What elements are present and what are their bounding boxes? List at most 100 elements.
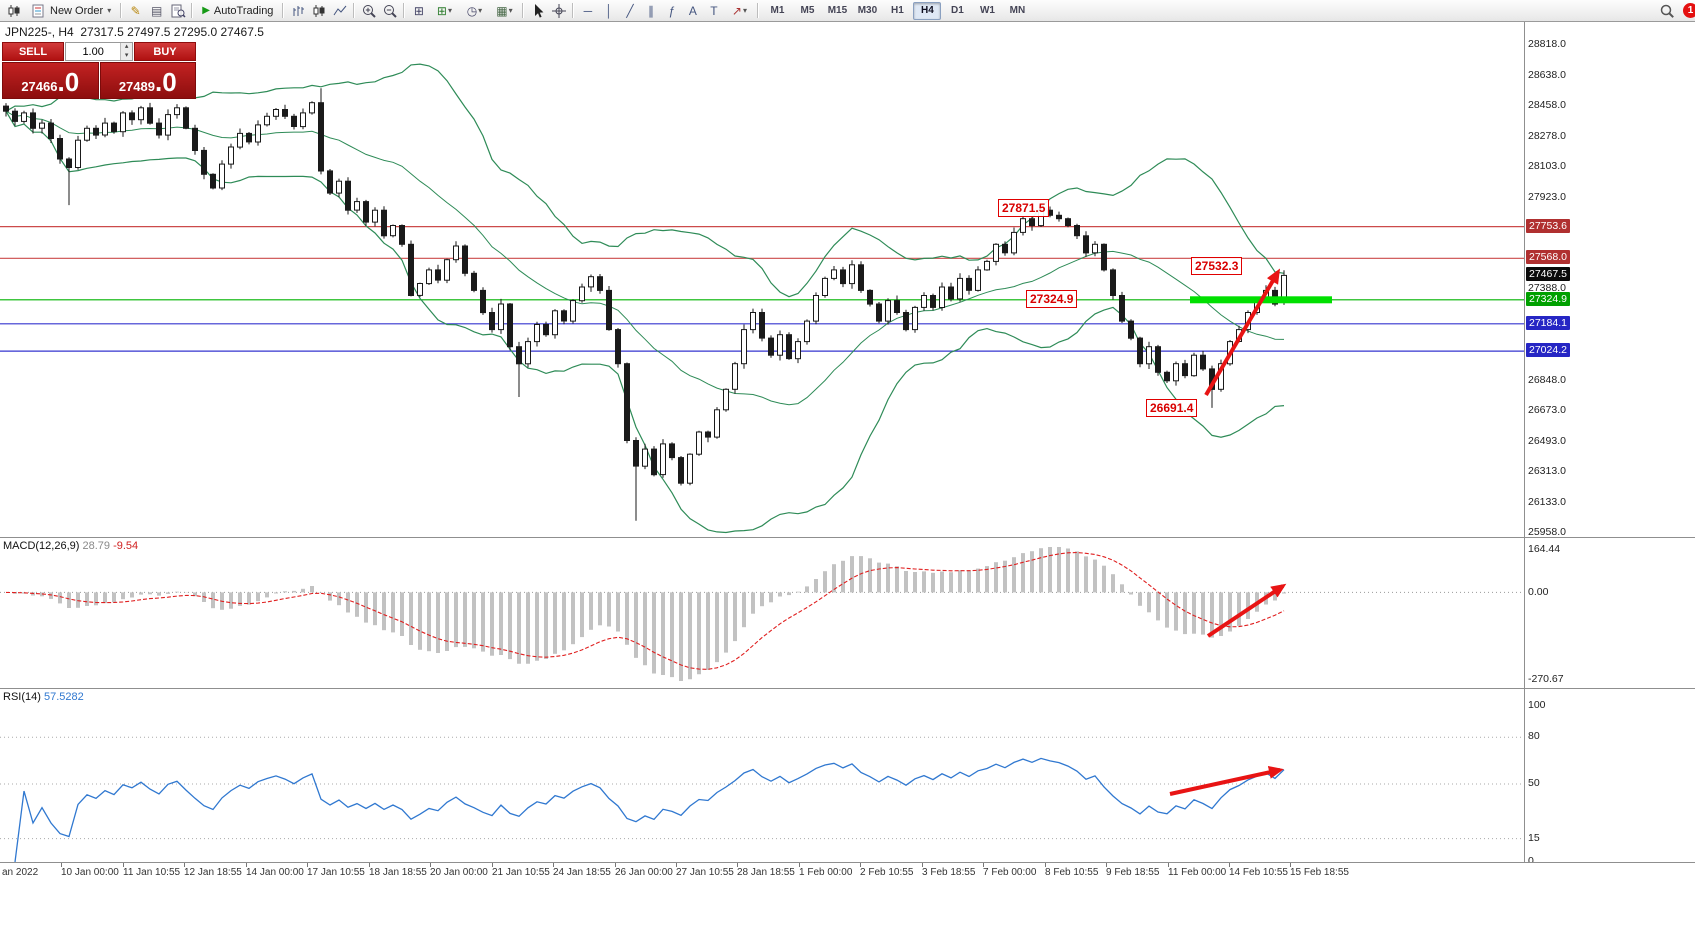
templates-button[interactable]: ▦ ▾ [496,3,513,18]
macd-signal-value: -9.54 [113,540,139,552]
arrow-objects-icon[interactable]: ↗ ▾ [731,3,747,18]
time-axis-tick [492,863,493,867]
volume-control: ▴ ▾ [65,42,133,61]
timeframe-d1[interactable]: D1 [951,5,964,16]
label-icon[interactable]: T [710,3,718,18]
timeframe-w1[interactable]: W1 [979,5,995,16]
price-level-box: 27324.9 [1526,292,1570,306]
timeframe-mn[interactable]: MN [1009,5,1026,16]
horizontal-line-icon[interactable]: ─ [583,3,593,18]
time-axis-label: 15 Feb 18:55 [1290,867,1349,878]
time-axis-label: 24 Jan 18:55 [553,867,611,878]
print-preview-icon[interactable] [167,2,188,20]
price-axis-label: 28103.0 [1528,160,1566,172]
cursor-icon[interactable] [527,2,548,20]
time-axis-label: an 2022 [2,867,39,878]
price-level-box: 27753.6 [1526,219,1570,233]
time-axis-tick [860,863,861,867]
fibonacci-icon[interactable]: ƒ [668,3,676,18]
autotrading-button[interactable]: ▶ AutoTrading [202,4,274,17]
search-icon[interactable] [1656,2,1677,20]
time-axis-tick [799,863,800,867]
crosshair-icon[interactable] [548,2,569,20]
one-click-trading-panel: SELL ▴ ▾ BUY 27466.0 27489.0 [2,42,196,99]
macd-panel[interactable]: MACD(12,26,9) 28.79 -9.54 164.44 0.00 -270… [0,537,1695,688]
rsi-axis: 100 80 50 15 0 [1524,689,1695,862]
price-level-box: 27184.1 [1526,316,1570,330]
tile-windows-icon[interactable]: ⊞ [413,3,424,18]
time-axis[interactable]: an 2022 10 Jan 00:00 11 Jan 10:55 12 Jan 18… [0,862,1695,880]
window-bottom-area [0,880,1695,941]
time-axis-label: 3 Feb 18:55 [922,867,976,878]
timeframe-m15[interactable]: M15 [827,5,848,16]
new-chart-button[interactable]: ⊞ ▾ [436,3,452,18]
time-axis-tick [184,863,185,867]
toolbar-separator [191,3,194,18]
time-axis-label: 12 Jan 18:55 [184,867,242,878]
buy-price-button[interactable]: 27489.0 [99,62,196,99]
price-axis-label: 26673.0 [1528,404,1566,416]
time-axis-tick [1229,863,1230,867]
rsi-label: RSI(14) 57.5282 [3,691,84,703]
volume-input[interactable] [66,43,121,60]
rsi-chart [0,736,1524,862]
bar-chart-icon[interactable] [287,2,308,20]
price-axis-label: 28278.0 [1528,130,1566,142]
macd-label: MACD(12,26,9) 28.79 -9.54 [3,540,139,552]
channel-icon[interactable]: ∥ [647,3,654,18]
time-axis-tick [983,863,984,867]
print-icon[interactable]: ▤ [151,3,163,18]
zoom-in-icon[interactable] [358,2,379,20]
macd-main-value: 28.79 [82,540,111,552]
notification-badge[interactable]: 1 [1683,3,1695,18]
timeframe-m5[interactable]: M5 [800,5,815,16]
timeframe-m30[interactable]: M30 [857,5,878,16]
price-axis-label: 28638.0 [1528,69,1566,81]
macd-scale-label: 164.44 [1528,543,1561,555]
trendline-icon[interactable]: ╱ [626,3,634,18]
price-axis-label: 26313.0 [1528,465,1566,477]
play-icon: ▶ [202,4,210,16]
expert-advisors-icon[interactable]: ✎ [130,3,141,18]
timeframe-h1[interactable]: H1 [891,5,904,16]
rsi-scale-label: 15 [1528,832,1540,844]
time-axis-label: 11 Feb 00:00 [1168,867,1227,878]
time-axis-label: 28 Jan 18:55 [737,867,795,878]
time-axis-tick [1106,863,1107,867]
price-axis-label: 28818.0 [1528,38,1566,50]
macd-axis: 164.44 0.00 -270.67 [1524,538,1695,688]
zoom-out-icon[interactable] [379,2,400,20]
sell-price-button[interactable]: 27466.0 [2,62,99,99]
volume-up-button[interactable]: ▴ [121,43,132,52]
candlestick-chart[interactable] [0,23,1524,537]
candlestick-chart-icon[interactable] [308,2,329,20]
price-axis[interactable]: 28818.0 28638.0 28458.0 28278.0 28103.0 27923… [1524,22,1695,537]
profiles-button[interactable]: ◷ ▾ [466,3,483,18]
timeframe-m1[interactable]: M1 [770,5,785,16]
time-axis-tick [307,863,308,867]
sell-button[interactable]: SELL [2,42,64,61]
vertical-line-icon[interactable]: │ [605,3,613,18]
time-axis-tick [737,863,738,867]
time-axis-label: 20 Jan 00:00 [430,867,488,878]
line-chart-icon[interactable] [329,2,350,20]
time-axis-label: 10 Jan 00:00 [61,867,119,878]
buy-button[interactable]: BUY [134,42,196,61]
toolbar-separator [522,3,525,18]
toolbar-separator [403,3,406,18]
time-axis-tick [922,863,923,867]
current-price-box: 27467.5 [1526,267,1570,281]
text-icon[interactable]: A [688,3,697,18]
macd-scale-label: -270.67 [1528,673,1564,685]
price-chart-panel[interactable]: JPN225-, H4 27317.5 27497.5 27295.0 2746… [0,22,1695,537]
price-level-box: 27568.0 [1526,250,1570,264]
timeframe-h4[interactable]: H4 [913,1,942,20]
chart-symbol-ohlc: JPN225-, H4 27317.5 27497.5 27295.0 2746… [5,25,264,39]
rsi-panel[interactable]: RSI(14) 57.5282 100 80 50 15 0 [0,688,1695,862]
chart-window-icon[interactable] [3,2,24,20]
time-axis-label: 7 Feb 00:00 [983,867,1037,878]
time-axis-label: 17 Jan 10:55 [307,867,365,878]
new-order-button[interactable]: New Order ▾ [24,2,117,20]
price-axis-label: 25958.0 [1528,526,1566,537]
volume-down-button[interactable]: ▾ [121,51,132,60]
